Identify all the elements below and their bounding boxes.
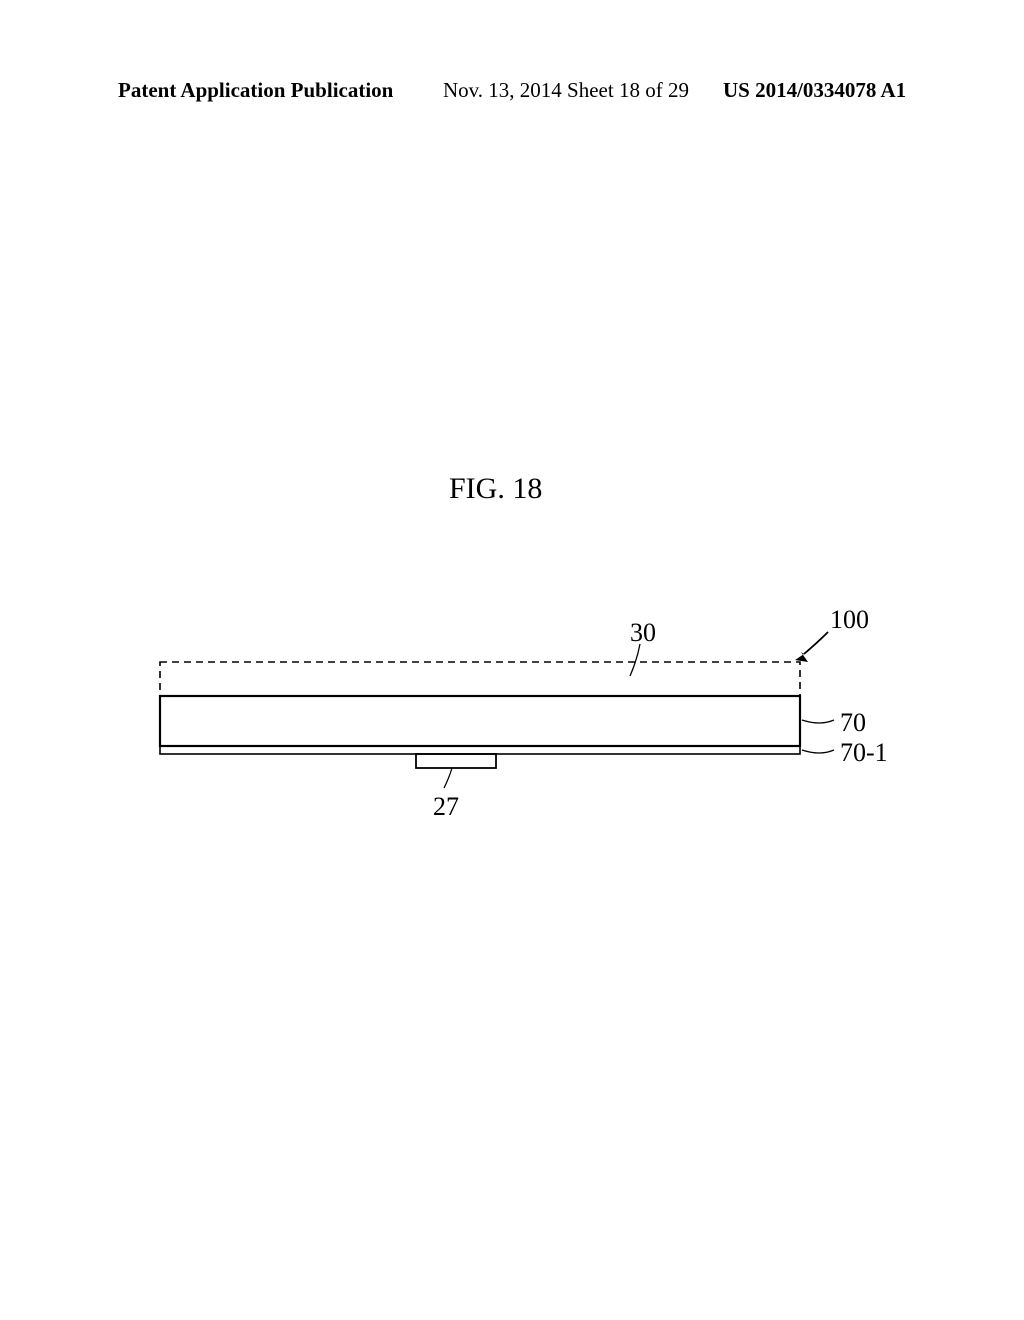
header-right: US 2014/0334078 A1 — [723, 78, 906, 103]
label-30: 30 — [630, 618, 656, 648]
diagram-container: 100 30 70 70-1 27 — [130, 600, 910, 860]
header-left: Patent Application Publication — [118, 78, 393, 103]
leader-30 — [630, 644, 640, 676]
assembly-arrow-100 — [795, 632, 828, 662]
leader-70 — [802, 720, 834, 723]
leader-27 — [444, 768, 452, 788]
region-70-1-rect — [160, 746, 800, 754]
region-70-rect — [160, 696, 800, 746]
figure-title: FIG. 18 — [449, 472, 542, 506]
label-100: 100 — [830, 605, 869, 635]
header-center: Nov. 13, 2014 Sheet 18 of 29 — [443, 78, 689, 103]
page-root: Patent Application Publication Nov. 13, … — [0, 0, 1024, 1320]
diagram-svg — [130, 600, 910, 860]
region-30-rect — [160, 662, 800, 696]
label-27: 27 — [433, 792, 459, 822]
leader-70-1 — [802, 750, 834, 753]
label-70: 70 — [840, 708, 866, 738]
region-27-rect — [416, 754, 496, 768]
label-70-1: 70-1 — [840, 738, 888, 768]
